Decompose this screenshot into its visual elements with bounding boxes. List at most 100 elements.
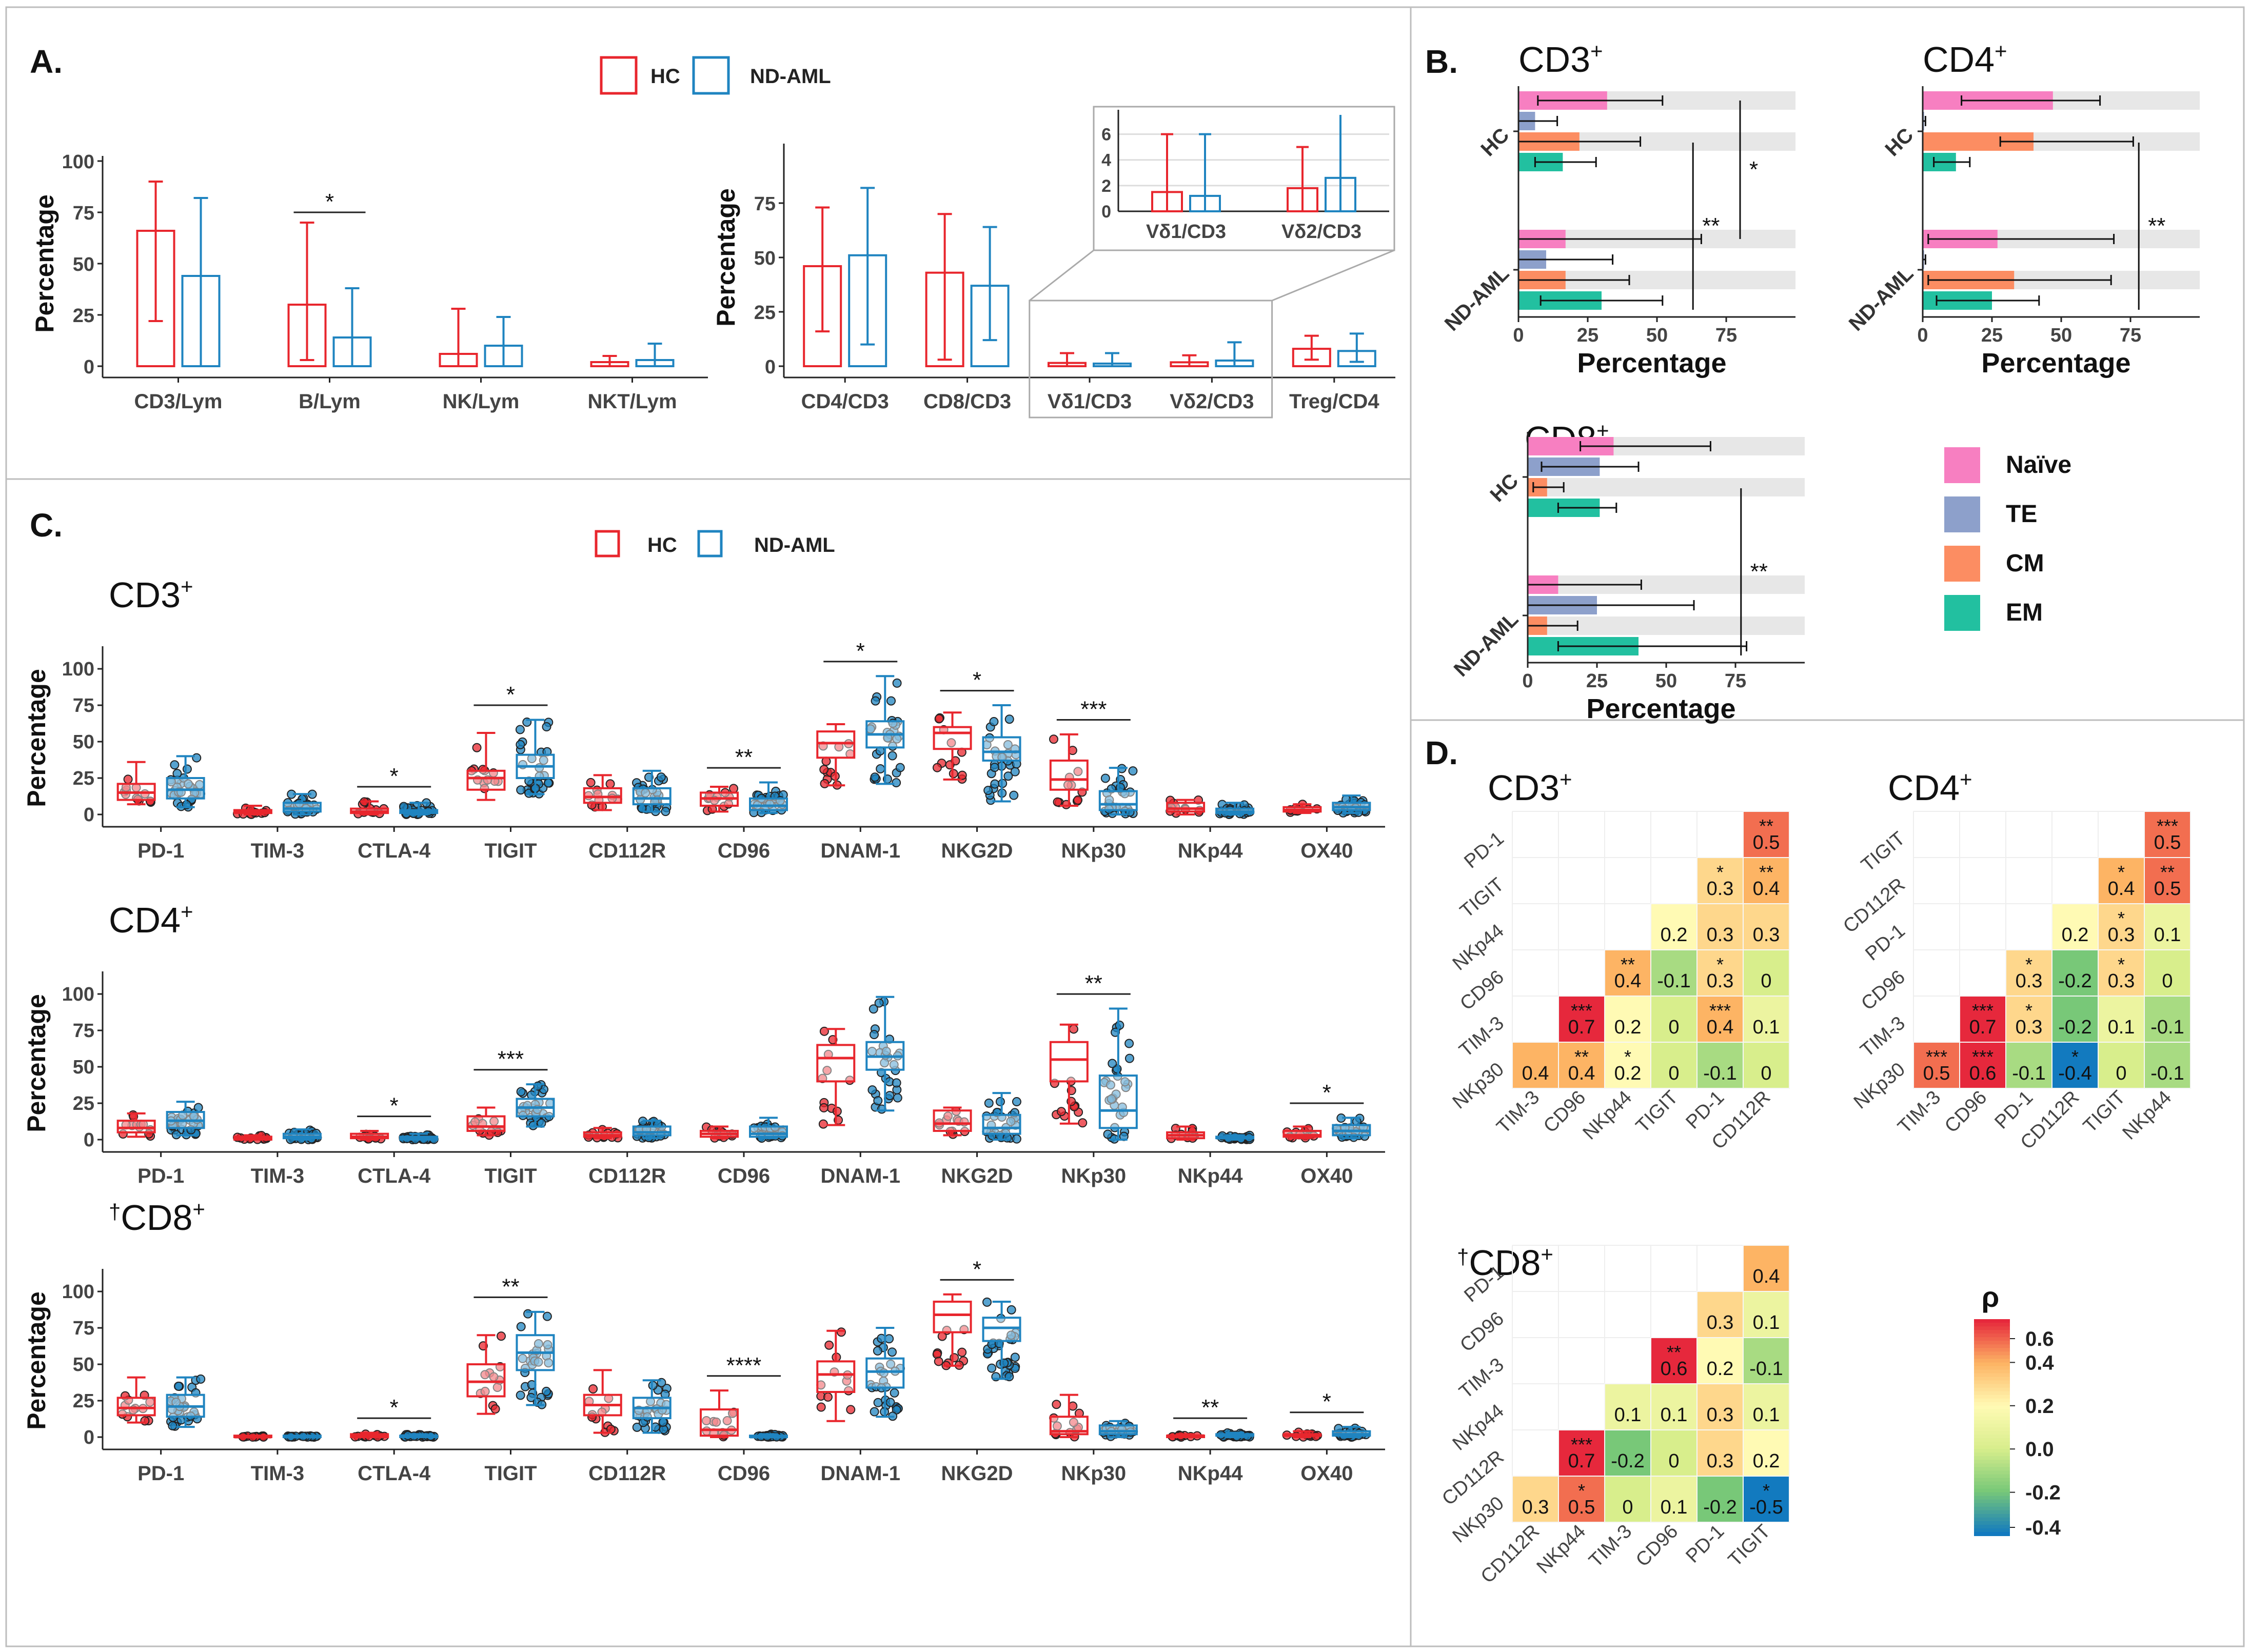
- a-right-xtick-label: CD8/CD3: [923, 390, 1011, 413]
- a-inset-ytick-label: 2: [1101, 176, 1111, 196]
- panel-d-cell-value: -0.2: [1703, 1497, 1736, 1518]
- panel-b-xtick-label: 0: [1513, 325, 1524, 346]
- panel-d-cell-value: 0.1: [2154, 924, 2181, 946]
- panel-c-xtick-label: TIGIT: [484, 1165, 537, 1187]
- legend-rho-gradient: [1974, 1517, 2010, 1522]
- legend-aml-label: ND-AML: [750, 65, 831, 88]
- legend-rho-gradient: [1974, 1359, 2010, 1363]
- panel-c-point: [957, 1347, 967, 1357]
- panel-c-box-aml: [982, 1113, 1021, 1135]
- panel-c-point: [173, 1381, 183, 1391]
- panel-c-point: [542, 722, 551, 732]
- legend-c-hc-swatch: [595, 530, 620, 558]
- panel-d-cell-value: -0.1: [2012, 1063, 2045, 1084]
- panel-c-point: [819, 1103, 828, 1112]
- panel-c-point: [1103, 1129, 1113, 1139]
- panel-c-point: [874, 998, 884, 1008]
- panel-c-box-hc: [466, 769, 506, 791]
- panel-c-point: [937, 1331, 947, 1341]
- panel-c-xtick-label: CD112R: [588, 1462, 666, 1485]
- panel-d-cell-value: 0.2: [1707, 1358, 1734, 1380]
- panel-c-point: [893, 1093, 902, 1103]
- panel-c-box-aml: [1098, 1424, 1138, 1436]
- panel-c-point: [472, 743, 482, 752]
- panel-d-cell-value: 0: [1668, 1450, 1679, 1472]
- panel-d-cell-star: **: [2160, 862, 2175, 883]
- panel-c-point: [816, 1402, 826, 1412]
- legend-rho-gradient: [1974, 1362, 2010, 1367]
- panel-d-cell-star: *: [2071, 1046, 2079, 1067]
- panel-c-point: [949, 769, 958, 779]
- panel-c-point: [885, 1091, 895, 1101]
- panel-c-ytick-label: 50: [73, 731, 94, 753]
- panel-c-point: [876, 764, 885, 774]
- a-right-xtick-label: Vδ2/CD3: [1170, 390, 1254, 413]
- panel-c-point: [518, 1354, 527, 1363]
- panel-d-cell-value: 0.1: [1753, 1312, 1780, 1333]
- legend-rho-gradient: [1974, 1330, 2010, 1335]
- panel-c-point: [1106, 1080, 1115, 1090]
- panel-c-point: [1069, 1024, 1078, 1034]
- panel-c-xtick-label: NKG2D: [941, 1165, 1013, 1187]
- panel-c-sig-label: ***: [498, 1047, 524, 1072]
- panel-c: C. HC ND-AML CD3+ 0 25 50 75 100 Percentage PD-1 TI…: [22, 507, 1385, 1485]
- panel-c-point: [892, 678, 902, 688]
- panel-c-point: [1128, 766, 1138, 776]
- panel-c-point: [168, 1421, 177, 1430]
- panel-c-point: [605, 779, 615, 789]
- legend-celltype-swatch: [1944, 595, 1980, 631]
- panel-c-point: [819, 765, 829, 774]
- panel-c-point: [820, 779, 830, 788]
- panel-c-box-aml: [632, 1125, 672, 1137]
- panel-c-xtick-label: NKp30: [1061, 1165, 1126, 1187]
- legend-rho-gradient: [1974, 1528, 2010, 1532]
- panel-c-point: [887, 751, 897, 761]
- legend-rho-gradient: [1974, 1391, 2010, 1396]
- legend-rho-gradient: [1974, 1412, 2010, 1417]
- a-left-ytick-label: 25: [73, 305, 94, 327]
- panel-d-cell-value: 0.1: [1661, 1404, 1688, 1426]
- legend-celltype-label: Naïve: [2006, 451, 2071, 479]
- panel-c-point: [1100, 773, 1110, 783]
- legend-aml-swatch: [692, 56, 730, 95]
- panel-d-cell-star: *: [2118, 954, 2125, 975]
- legend-celltype-swatch: [1944, 546, 1980, 582]
- panel-d-cell-star: ***: [1972, 1000, 1994, 1021]
- a-left-ylabel: Percentage: [30, 194, 59, 333]
- panel-c-xtick-label: PD-1: [137, 1165, 184, 1187]
- panel-c-ytick-label: 75: [73, 1020, 94, 1042]
- panel-c-point: [995, 1097, 1005, 1106]
- panel-d-cell-value: -0.1: [1749, 1358, 1783, 1380]
- panel-d-cell-value: 0.1: [2108, 1017, 2135, 1038]
- legend-celltype-swatch: [1944, 496, 1980, 532]
- legend-celltype-label: EM: [2006, 599, 2043, 626]
- panel-d-cell-star: ***: [1571, 1000, 1592, 1021]
- panel-c-ytick-label: 100: [62, 1281, 94, 1303]
- a-left-ytick-label: 50: [73, 254, 94, 275]
- panel-c-xtick-label: CD96: [718, 1462, 770, 1485]
- panel-b-xtick-label: 75: [1715, 325, 1737, 346]
- a-right-ylabel: Percentage: [712, 188, 740, 327]
- legend-rho-gradient: [1974, 1355, 2010, 1360]
- panel-c-point: [516, 1390, 525, 1400]
- panel-c-point: [1078, 1118, 1088, 1128]
- panel-c-xtick-label: NKp44: [1178, 1165, 1243, 1187]
- legend-rho-tick-label: 0.6: [2025, 1328, 2054, 1350]
- panel-d-cell-value: 0.3: [1707, 924, 1734, 946]
- panel-c-box-aml: [749, 797, 788, 811]
- panel-c-point: [1073, 767, 1083, 777]
- panel-b-xtick-label: 50: [2050, 325, 2072, 346]
- panel-c-sig-label: **: [1085, 971, 1102, 996]
- panel-c-point: [1056, 1107, 1066, 1117]
- panel-b-title: CD3+: [1518, 38, 1603, 79]
- panel-c-box-hc: [1282, 1129, 1322, 1138]
- panel-c-xtick-label: OX40: [1300, 1165, 1353, 1187]
- panel-c-point: [836, 1327, 846, 1337]
- panel-c-box-aml: [1098, 790, 1138, 811]
- panel-c-xtick-label: TIM-3: [251, 840, 304, 862]
- panel-c-point: [588, 1384, 598, 1394]
- panel-c-point: [819, 1026, 829, 1036]
- panel-d-cell-value: 0: [1622, 1497, 1633, 1518]
- panel-c-xtick-label: TIGIT: [484, 840, 537, 862]
- panel-c-ytick-label: 25: [73, 768, 94, 789]
